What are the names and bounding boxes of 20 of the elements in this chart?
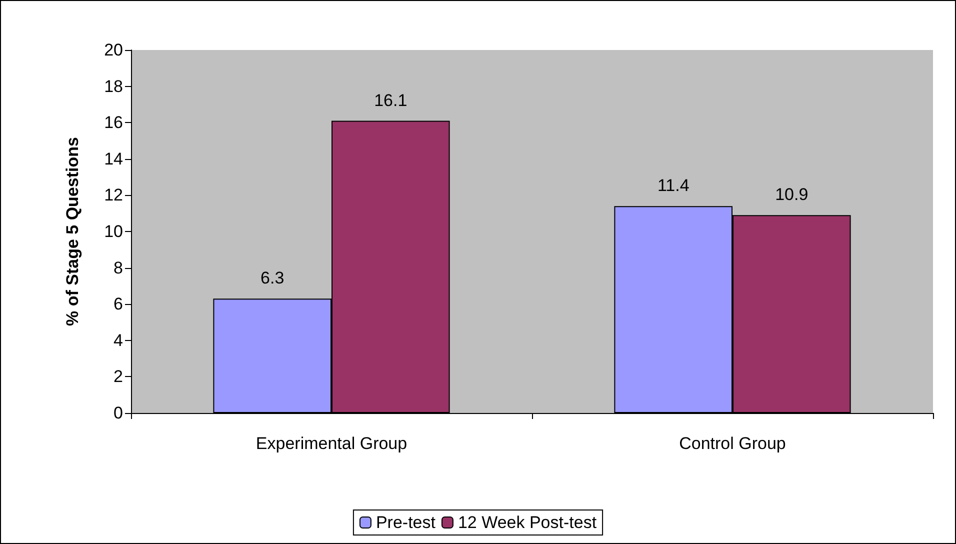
y-tick-label: 8 <box>114 258 123 278</box>
data-label: 10.9 <box>775 185 808 204</box>
x-tick-label: Experimental Group <box>256 434 408 453</box>
data-label: 16.1 <box>374 90 408 110</box>
y-tick-label: 4 <box>114 330 123 350</box>
y-tick-label: 14 <box>104 149 123 168</box>
y-tick-label: 6 <box>114 294 123 314</box>
legend-label: Pre-test <box>376 513 436 532</box>
legend-label: 12 Week Post-test <box>458 513 597 532</box>
data-label: 11.4 <box>657 176 690 196</box>
x-tick-label: Control Group <box>679 434 786 453</box>
y-tick-label: 16 <box>104 113 123 132</box>
y-tick-label: 20 <box>104 40 123 60</box>
y-tick-label: 0 <box>114 404 123 422</box>
data-label: 6.3 <box>260 268 284 288</box>
y-tick-label: 18 <box>104 76 123 96</box>
y-tick-label: 2 <box>114 367 123 386</box>
y-axis-title: % of Stage 5 Questions <box>63 137 82 326</box>
y-tick-label: 12 <box>104 186 123 205</box>
y-tick-label: 10 <box>104 222 123 241</box>
